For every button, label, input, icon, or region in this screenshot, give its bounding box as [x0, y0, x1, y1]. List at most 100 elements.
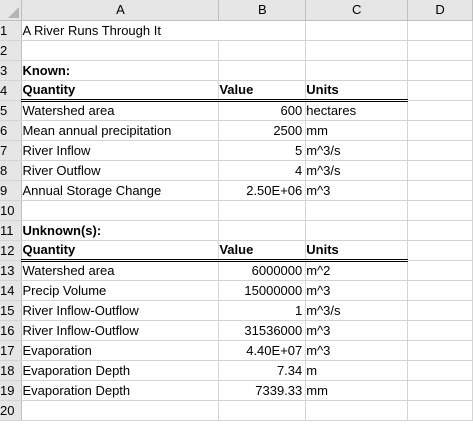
- cell-b[interactable]: 4.40E+07: [218, 340, 307, 361]
- cell-d[interactable]: [407, 160, 473, 181]
- row-header[interactable]: 14: [0, 280, 23, 301]
- cell-d[interactable]: [407, 120, 473, 141]
- cell-b[interactable]: [218, 60, 307, 81]
- row-header[interactable]: 2: [0, 40, 23, 61]
- cell-c[interactable]: [305, 400, 409, 421]
- cell-c[interactable]: m^3: [305, 180, 409, 201]
- cell-b[interactable]: 4: [218, 160, 307, 181]
- cell-d[interactable]: [407, 300, 473, 321]
- cell-d[interactable]: [407, 180, 473, 201]
- cell-c[interactable]: [305, 200, 409, 221]
- cell-b[interactable]: 5: [218, 140, 307, 161]
- cell-b[interactable]: 7.34: [218, 360, 307, 381]
- cell-b[interactable]: 2500: [218, 120, 307, 141]
- cell-a[interactable]: River Outflow: [21, 160, 220, 181]
- cell-c[interactable]: [305, 60, 409, 81]
- cell-b[interactable]: 1: [218, 300, 307, 321]
- cell-a[interactable]: [21, 200, 220, 221]
- cell-c[interactable]: m: [305, 360, 409, 381]
- row-header[interactable]: 10: [0, 200, 23, 221]
- cell-a[interactable]: Quantity: [21, 240, 220, 262]
- cell-d[interactable]: [407, 400, 473, 421]
- cell-c[interactable]: mm: [305, 120, 409, 141]
- cell-a[interactable]: Evaporation Depth: [21, 360, 220, 381]
- cell-c[interactable]: [305, 20, 409, 41]
- cell-d[interactable]: [407, 20, 473, 41]
- cell-a[interactable]: River Inflow-Outflow: [21, 320, 220, 341]
- cell-a[interactable]: River Inflow: [21, 140, 220, 161]
- row-header[interactable]: 4: [0, 80, 23, 101]
- row-header[interactable]: 19: [0, 380, 23, 401]
- cell-c[interactable]: hectares: [305, 100, 409, 121]
- cell-c[interactable]: m^3: [305, 280, 409, 301]
- row-header[interactable]: 11: [0, 220, 23, 241]
- cell-b[interactable]: 15000000: [218, 280, 307, 301]
- cell-d[interactable]: [407, 340, 473, 361]
- column-header-b[interactable]: B: [218, 0, 307, 21]
- column-header-d[interactable]: D: [407, 0, 473, 21]
- cell-d[interactable]: [407, 240, 473, 261]
- cell-d[interactable]: [407, 380, 473, 401]
- cell-d[interactable]: [407, 140, 473, 161]
- cell-b[interactable]: 600: [218, 100, 307, 121]
- cell-d[interactable]: [407, 360, 473, 381]
- row-header[interactable]: 12: [0, 240, 23, 261]
- row-header[interactable]: 7: [0, 140, 23, 161]
- cell-a[interactable]: Precip Volume: [21, 280, 220, 301]
- cell-b[interactable]: 7339.33: [218, 380, 307, 401]
- cell-a[interactable]: Unknown(s):: [21, 220, 220, 241]
- row-header[interactable]: 5: [0, 100, 23, 121]
- cell-b[interactable]: [218, 40, 307, 61]
- cell-d[interactable]: [407, 80, 473, 101]
- cell-d[interactable]: [407, 220, 473, 241]
- cell-d[interactable]: [407, 100, 473, 121]
- row-header[interactable]: 1: [0, 20, 23, 41]
- cell-a[interactable]: Evaporation: [21, 340, 220, 361]
- row-header[interactable]: 9: [0, 180, 23, 201]
- cell-c[interactable]: m^3/s: [305, 140, 409, 161]
- cell-b[interactable]: [218, 20, 307, 41]
- row-header[interactable]: 20: [0, 400, 23, 421]
- row-header[interactable]: 6: [0, 120, 23, 141]
- row-header[interactable]: 13: [0, 260, 23, 281]
- cell-d[interactable]: [407, 260, 473, 281]
- row-header[interactable]: 15: [0, 300, 23, 321]
- cell-c[interactable]: Units: [305, 80, 409, 102]
- cell-c[interactable]: [305, 40, 409, 61]
- row-header[interactable]: 17: [0, 340, 23, 361]
- cell-d[interactable]: [407, 40, 473, 61]
- cell-b[interactable]: [218, 400, 307, 421]
- cell-a[interactable]: Watershed area: [21, 100, 220, 121]
- cell-c[interactable]: m^3/s: [305, 160, 409, 181]
- row-header[interactable]: 8: [0, 160, 23, 181]
- cell-c[interactable]: m^3: [305, 340, 409, 361]
- cell-d[interactable]: [407, 200, 473, 221]
- cell-d[interactable]: [407, 60, 473, 81]
- column-header-a[interactable]: A: [21, 0, 220, 21]
- cell-b[interactable]: [218, 220, 307, 241]
- cell-a[interactable]: Mean annual precipitation: [21, 120, 220, 141]
- cell-c[interactable]: m^2: [305, 260, 409, 281]
- cell-a[interactable]: Watershed area: [21, 260, 220, 281]
- cell-a[interactable]: A River Runs Through It: [21, 20, 219, 41]
- cell-b[interactable]: Value: [218, 80, 307, 102]
- cell-a[interactable]: Known:: [21, 60, 220, 81]
- cell-a[interactable]: [21, 400, 220, 421]
- cell-c[interactable]: Units: [305, 240, 409, 262]
- cell-d[interactable]: [407, 280, 473, 301]
- cell-c[interactable]: [305, 220, 409, 241]
- cell-b[interactable]: 2.50E+06: [218, 180, 307, 201]
- cell-c[interactable]: m^3: [305, 320, 409, 341]
- cell-b[interactable]: Value: [218, 240, 307, 262]
- cell-a[interactable]: River Inflow-Outflow: [21, 300, 220, 321]
- cell-a[interactable]: [21, 40, 220, 61]
- cell-b[interactable]: 31536000: [218, 320, 307, 341]
- cell-a[interactable]: Quantity: [21, 80, 220, 102]
- row-header[interactable]: 16: [0, 320, 23, 341]
- cell-a[interactable]: Evaporation Depth: [21, 380, 220, 401]
- cell-b[interactable]: 6000000: [218, 260, 307, 281]
- select-all-corner[interactable]: [0, 0, 23, 21]
- row-header[interactable]: 3: [0, 60, 23, 81]
- row-header[interactable]: 18: [0, 360, 23, 381]
- cell-a[interactable]: Annual Storage Change: [21, 180, 220, 201]
